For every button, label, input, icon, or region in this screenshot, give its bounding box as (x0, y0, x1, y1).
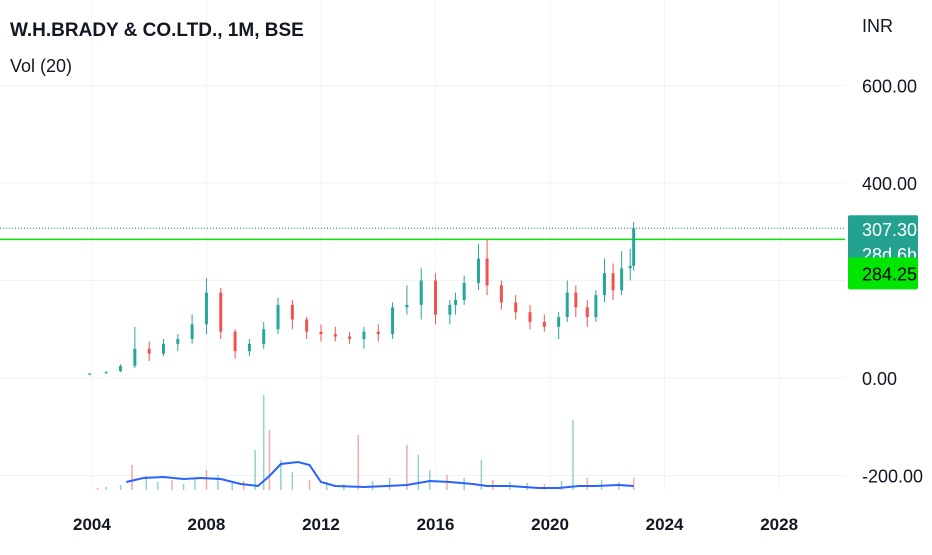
previous-close-badge (848, 257, 918, 290)
volume-bar (308, 480, 311, 490)
candle-body (262, 329, 266, 344)
volume-bar (119, 485, 122, 490)
x-tick-label: 2008 (188, 515, 226, 534)
candle-body (620, 268, 624, 291)
volume-bar (480, 460, 483, 490)
volume-bar (171, 480, 173, 490)
candle-body (176, 339, 180, 344)
volume-bar (145, 476, 148, 490)
candle-body (219, 292, 223, 332)
volume-bar (231, 483, 233, 490)
volume-bar (194, 478, 196, 490)
candle-body (376, 331, 380, 335)
volume-ma-line (126, 460, 634, 489)
y-tick-label: 0.00 (862, 369, 897, 389)
volume-bar (325, 482, 328, 490)
candle-body (305, 319, 309, 332)
candle-body (276, 304, 280, 330)
candle-body (204, 292, 208, 325)
volume-bar (96, 488, 99, 490)
candle-body (247, 343, 251, 352)
candle-body (147, 348, 151, 354)
volume-bar (268, 430, 271, 490)
candle-body (104, 372, 108, 374)
candle-body (434, 280, 438, 315)
candle-body (632, 228, 636, 266)
y-tick-label: 400.00 (862, 174, 917, 194)
volume-bar (242, 481, 245, 490)
volume-bar (632, 478, 635, 490)
candle-body (476, 258, 480, 283)
candle-body (119, 365, 123, 372)
candle-body (628, 265, 632, 269)
volume-bar (157, 482, 159, 490)
x-tick-label: 2024 (646, 515, 684, 534)
candle-body (574, 292, 578, 308)
candle-body (557, 317, 561, 327)
volume-bar (262, 395, 265, 490)
candle-body (485, 258, 489, 286)
volume-bar (357, 435, 359, 490)
currency-label: INR (862, 16, 893, 36)
volume-bar (105, 487, 107, 490)
candle-body (462, 282, 466, 300)
volume-bar (388, 478, 391, 490)
candle-body (542, 321, 546, 327)
candle-body (514, 302, 518, 313)
candle-body (565, 292, 569, 318)
candle-body (405, 304, 409, 308)
candle-body (448, 304, 452, 315)
volume-bar (572, 420, 574, 490)
chart-title: W.H.BRADY & CO.LTD., 1M, BSE (10, 20, 304, 41)
x-tick-label: 2016 (417, 515, 455, 534)
x-tick-label: 2028 (760, 515, 798, 534)
last-price-label: 307.30 (862, 220, 917, 240)
candle-body (319, 331, 323, 335)
candle-body (190, 324, 194, 339)
volume-bar (280, 460, 282, 490)
candle-body (585, 307, 589, 318)
volume-bar (254, 450, 256, 490)
candle-body (88, 373, 92, 375)
volume-bar (131, 465, 133, 490)
candle-body (133, 348, 137, 366)
volume-bar (217, 475, 219, 490)
candle-body (348, 336, 352, 339)
candle-body (594, 295, 598, 318)
volume-bar (205, 470, 208, 490)
volume-indicator-legend: Vol (20) (10, 56, 73, 76)
volume-bar (291, 472, 294, 490)
y-tick-label: 600.00 (862, 77, 917, 97)
candle-body (391, 307, 395, 335)
candle-body (528, 312, 532, 322)
candle-body (233, 331, 237, 352)
x-tick-label: 2020 (531, 515, 569, 534)
candle-body (419, 280, 423, 305)
volume-bar (406, 445, 408, 490)
candle-body (602, 273, 606, 296)
volume-bar (586, 478, 589, 490)
candle-body (161, 343, 165, 354)
candle-body (611, 273, 615, 291)
x-tick-label: 2004 (73, 515, 111, 534)
volume-bar (560, 481, 563, 490)
candle-body (290, 304, 294, 320)
y-tick-label: -200.00 (862, 467, 923, 487)
candle-body (362, 331, 366, 339)
previous-close-label: 284.25 (862, 264, 917, 284)
volume-bar (417, 455, 420, 490)
volume-bar (371, 481, 374, 490)
candle-body (499, 285, 503, 303)
x-tick-label: 2012 (302, 515, 340, 534)
candle-body (333, 334, 337, 337)
volume-bar (182, 484, 185, 490)
candle-body (454, 300, 458, 305)
last-price-badge (848, 215, 918, 268)
